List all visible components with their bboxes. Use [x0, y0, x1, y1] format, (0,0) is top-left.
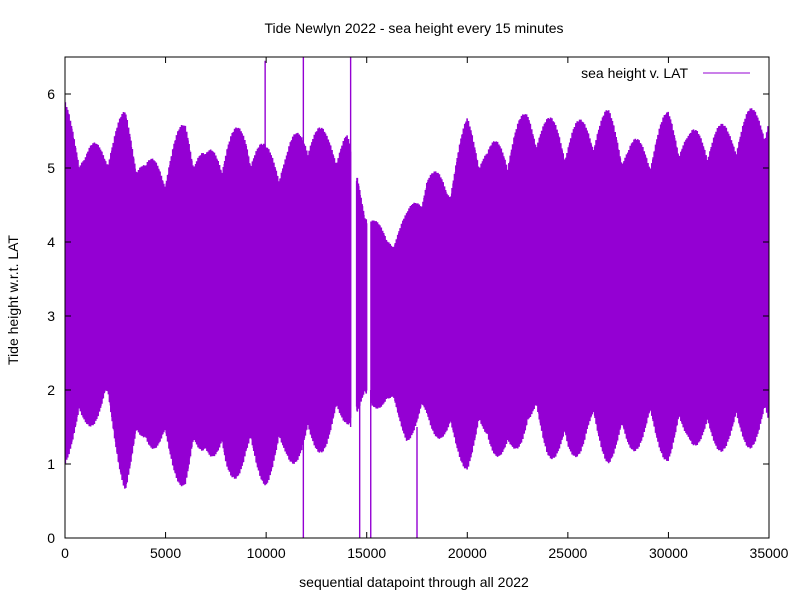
x-tick-label: 20000	[448, 545, 487, 561]
y-tick-label: 2	[47, 382, 55, 398]
series-sea-height	[65, 102, 769, 489]
x-tick-label: 15000	[347, 545, 386, 561]
x-tick-label: 10000	[247, 545, 286, 561]
y-tick-label: 1	[47, 456, 55, 472]
x-tick-label: 30000	[649, 545, 688, 561]
x-tick-label: 5000	[150, 545, 181, 561]
tide-trace	[65, 102, 769, 489]
x-axis-ticks: 0 5000 10000 15000 20000 25000 30000 35000	[61, 57, 789, 561]
y-tick-label: 3	[47, 308, 55, 324]
x-tick-label: 0	[61, 545, 69, 561]
legend: sea height v. LAT	[581, 65, 750, 81]
series-spikes	[264, 57, 418, 538]
legend-label: sea height v. LAT	[581, 65, 688, 81]
x-tick-label: 35000	[750, 545, 789, 561]
plot-frame	[64, 56, 770, 539]
y-axis-ticks: 0 1 2 3 4 5 6	[47, 86, 769, 546]
y-tick-label: 6	[47, 86, 55, 102]
chart-title: Tide Newlyn 2022 - sea height every 15 m…	[264, 20, 563, 36]
y-tick-label: 5	[47, 160, 55, 176]
y-tick-label: 4	[47, 234, 55, 250]
x-axis-label: sequential datapoint through all 2022	[299, 574, 529, 590]
y-axis-label: Tide height w.r.t. LAT	[5, 235, 21, 365]
x-tick-label: 25000	[548, 545, 587, 561]
y-tick-label: 0	[47, 530, 55, 546]
